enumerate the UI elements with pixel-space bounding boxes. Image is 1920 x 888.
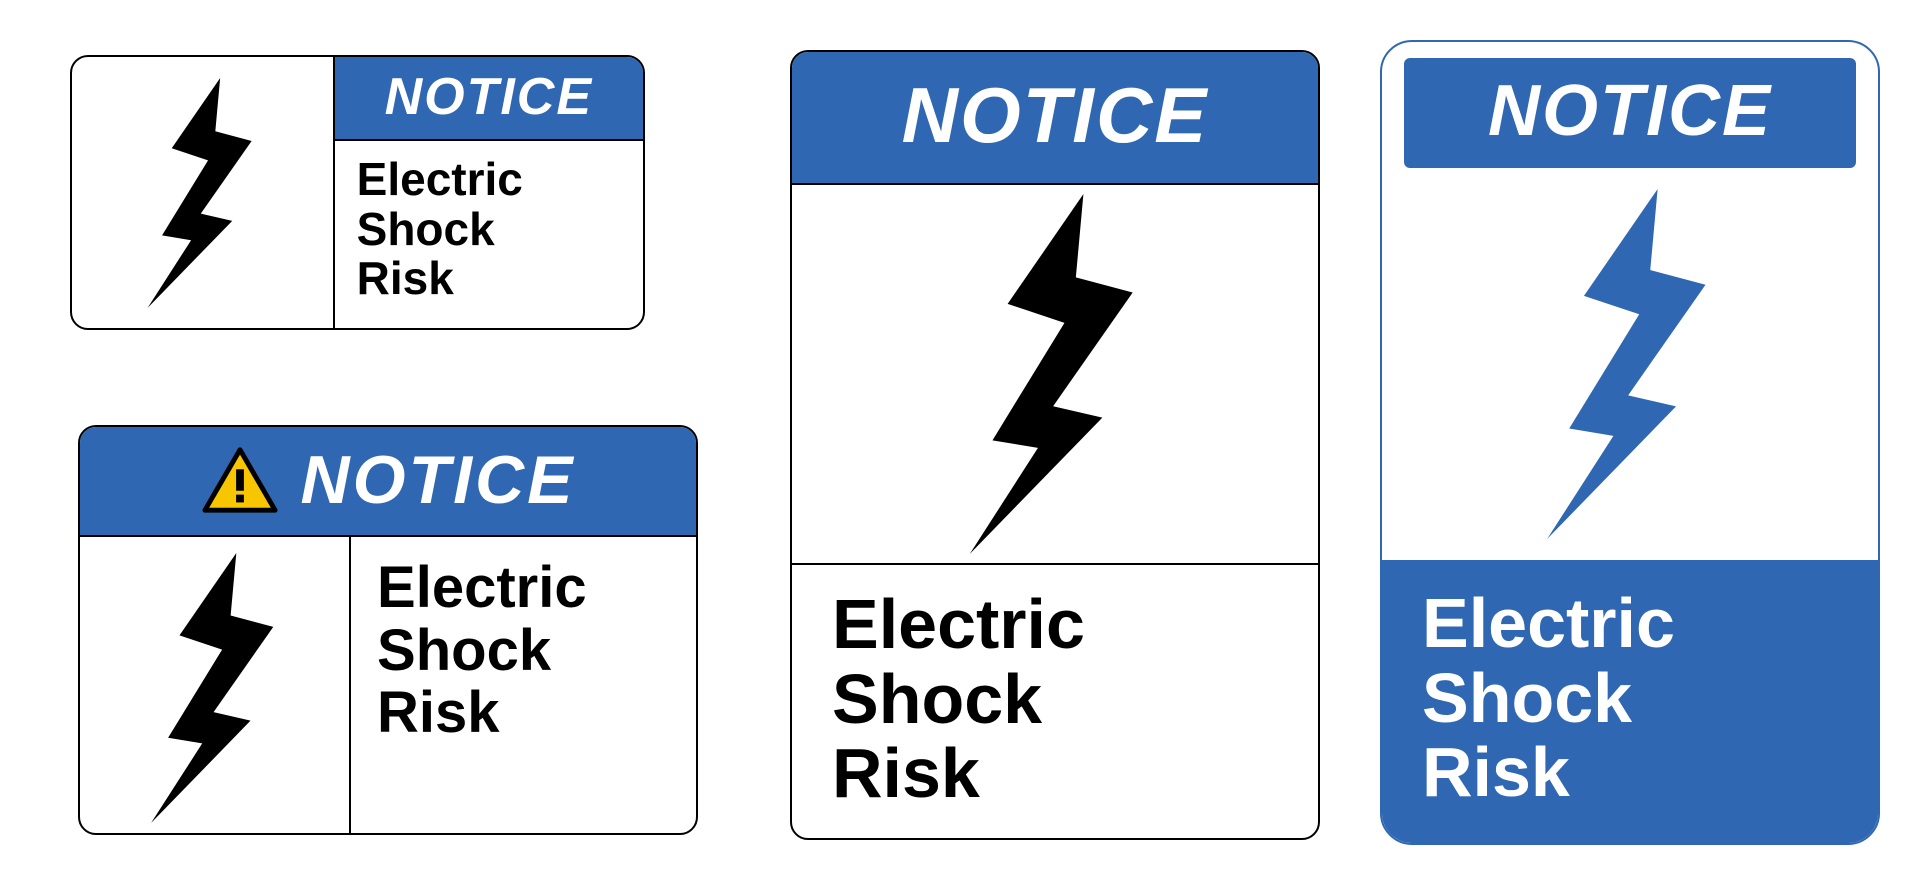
message-text: Electric Shock Risk bbox=[792, 565, 1318, 838]
msg-line-2: Shock bbox=[377, 618, 551, 683]
icon-panel bbox=[80, 537, 351, 835]
msg-line-3: Risk bbox=[832, 734, 980, 812]
notice-sign-horizontal-b: NOTICE Electric Shock Risk bbox=[78, 425, 698, 835]
electric-shock-bolt-icon bbox=[1520, 189, 1740, 539]
msg-line-1: Electric bbox=[832, 585, 1085, 663]
header-wrap: NOTICE bbox=[1382, 42, 1878, 168]
icon-panel bbox=[72, 57, 335, 328]
message-text: Electric Shock Risk bbox=[351, 537, 696, 835]
msg-line-3: Risk bbox=[377, 680, 500, 745]
msg-line-1: Electric bbox=[377, 555, 587, 620]
sign-body: Electric Shock Risk bbox=[80, 537, 696, 835]
notice-header: NOTICE bbox=[335, 57, 643, 141]
message-text: Electric Shock Risk bbox=[335, 141, 643, 328]
msg-line-3: Risk bbox=[1422, 733, 1570, 811]
icon-panel bbox=[792, 185, 1318, 565]
notice-sign-portrait-a: NOTICE Electric Shock Risk bbox=[790, 50, 1320, 840]
msg-line-2: Shock bbox=[357, 203, 495, 255]
right-panel: NOTICE Electric Shock Risk bbox=[335, 57, 643, 328]
msg-line-1: Electric bbox=[357, 153, 523, 205]
notice-header-text: NOTICE bbox=[301, 441, 576, 519]
notice-sign-portrait-blue: NOTICE Electric Shock Risk bbox=[1380, 40, 1880, 845]
notice-header: NOTICE bbox=[80, 427, 696, 537]
msg-line-1: Electric bbox=[1422, 584, 1675, 662]
warning-triangle-icon bbox=[201, 445, 279, 515]
electric-shock-bolt-icon bbox=[130, 553, 300, 823]
electric-shock-bolt-icon bbox=[940, 194, 1170, 554]
icon-panel bbox=[1382, 168, 1878, 560]
message-text: Electric Shock Risk bbox=[1382, 560, 1878, 843]
msg-line-3: Risk bbox=[357, 252, 454, 304]
notice-sign-horizontal-a: NOTICE Electric Shock Risk bbox=[70, 55, 645, 330]
msg-line-2: Shock bbox=[832, 660, 1042, 738]
notice-header: NOTICE bbox=[792, 52, 1318, 185]
msg-line-2: Shock bbox=[1422, 659, 1632, 737]
notice-header: NOTICE bbox=[1404, 58, 1856, 168]
electric-shock-bolt-icon bbox=[127, 78, 277, 308]
